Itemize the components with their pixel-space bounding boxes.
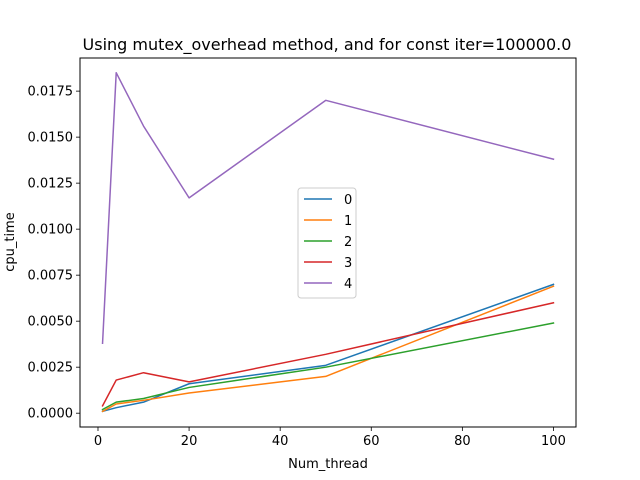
x-tick-label: 40 xyxy=(272,434,289,449)
legend-label-3: 3 xyxy=(344,256,352,271)
y-tick-label: 0.0000 xyxy=(28,407,74,422)
x-tick-label: 100 xyxy=(541,434,566,449)
plot-frame xyxy=(79,57,577,428)
series-line-4 xyxy=(101,71,555,345)
legend-label-2: 2 xyxy=(344,235,352,250)
y-tick-label: 0.0025 xyxy=(28,361,74,376)
series-line-2 xyxy=(101,322,555,411)
series-line-3 xyxy=(101,301,555,407)
y-tick-label: 0.0050 xyxy=(28,315,74,330)
series-layer xyxy=(101,71,555,413)
legend-label-4: 4 xyxy=(344,277,352,292)
y-tick-label: 0.0150 xyxy=(28,131,74,146)
x-tick-label: 60 xyxy=(363,434,380,449)
y-axis-label: cpu_time xyxy=(3,212,18,272)
y-tick-label: 0.0175 xyxy=(28,85,74,100)
y-tick-label: 0.0100 xyxy=(28,223,74,238)
series-line-1 xyxy=(101,285,555,413)
chart-title: Using mutex_overhead method, and for con… xyxy=(83,35,572,55)
legend-frame xyxy=(297,187,357,299)
x-axis-ticks: 0 20 40 60 80 100 xyxy=(94,427,566,449)
y-axis-ticks: 0.0000 0.0025 0.0050 0.0075 0.0100 0.0125 0.01… xyxy=(28,85,80,422)
x-tick-label: 80 xyxy=(454,434,471,449)
legend: 0 1 2 3 4 xyxy=(297,187,357,299)
y-tick-label: 0.0075 xyxy=(28,269,74,284)
x-tick-label: 0 xyxy=(94,434,102,449)
x-axis-label: Num_thread xyxy=(288,457,368,472)
y-tick-label: 0.0125 xyxy=(28,177,74,192)
legend-label-0: 0 xyxy=(344,193,352,208)
legend-label-1: 1 xyxy=(344,214,352,229)
x-tick-label: 20 xyxy=(181,434,198,449)
